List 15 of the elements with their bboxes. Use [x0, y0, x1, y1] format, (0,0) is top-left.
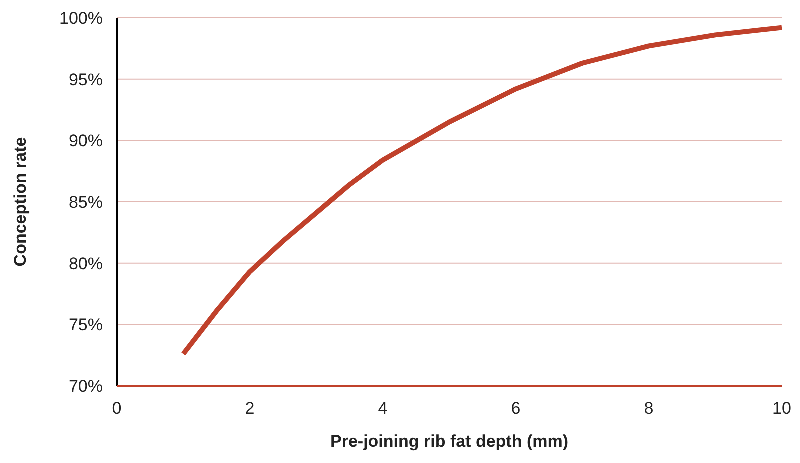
y-tick-label: 100% [60, 8, 103, 28]
y-tick-label: 85% [68, 192, 103, 212]
x-tick-label: 8 [644, 399, 654, 418]
y-axis-title: Conception rate [11, 137, 30, 267]
y-tick-label: 95% [68, 70, 103, 90]
x-tick-label: 6 [511, 399, 521, 418]
y-tick-label: 90% [68, 132, 103, 151]
x-tick-label: 4 [378, 399, 388, 418]
x-tick-label: 0 [112, 399, 122, 418]
y-tick-label: 70% [68, 376, 103, 396]
x-tick-label: 2 [245, 399, 255, 418]
y-tick-label: 80% [68, 254, 103, 274]
x-axis-title: Pre-joining rib fat depth (mm) [330, 432, 568, 451]
x-tick-label: 10 [772, 399, 792, 418]
y-tick-label: 75% [68, 316, 103, 335]
